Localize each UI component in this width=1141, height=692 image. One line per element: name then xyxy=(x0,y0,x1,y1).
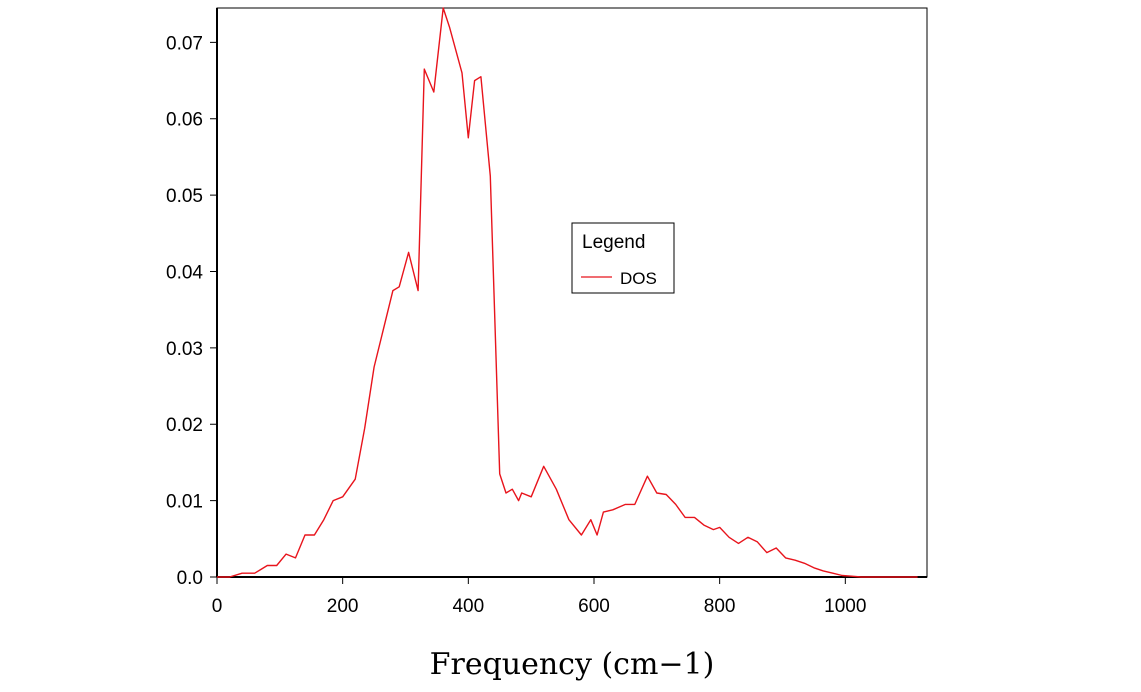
y-tick-label: 0.03 xyxy=(166,339,203,360)
legend: Legend DOS xyxy=(571,222,675,294)
x-tick-label: 400 xyxy=(452,596,484,617)
legend-title: Legend xyxy=(582,232,645,253)
axes: 0 200 400 600 800 1000 0.0 0.01 0.02 0.03 0.04 0.05… xyxy=(166,8,927,617)
y-tick-label: 0.0 xyxy=(177,568,203,589)
y-tick-label: 0.07 xyxy=(166,33,203,54)
x-axis-title: Frequency (cm−1) xyxy=(430,647,715,682)
series-layer xyxy=(217,7,918,578)
y-tick-label: 0.02 xyxy=(166,415,203,436)
y-tick-label: 0.01 xyxy=(166,492,203,513)
x-tick-label: 600 xyxy=(578,596,610,617)
x-tick-label: 800 xyxy=(704,596,736,617)
x-tick-label: 1000 xyxy=(824,596,866,617)
series-line-dos xyxy=(217,7,918,578)
x-tick-label: 200 xyxy=(327,596,359,617)
legend-box xyxy=(571,222,675,294)
y-tick-label: 0.06 xyxy=(166,110,203,131)
x-tick-label: 0 xyxy=(212,596,223,617)
legend-label-dos: DOS xyxy=(620,269,657,288)
y-tick-label: 0.05 xyxy=(166,186,203,207)
y-tick-label: 0.04 xyxy=(166,262,203,283)
